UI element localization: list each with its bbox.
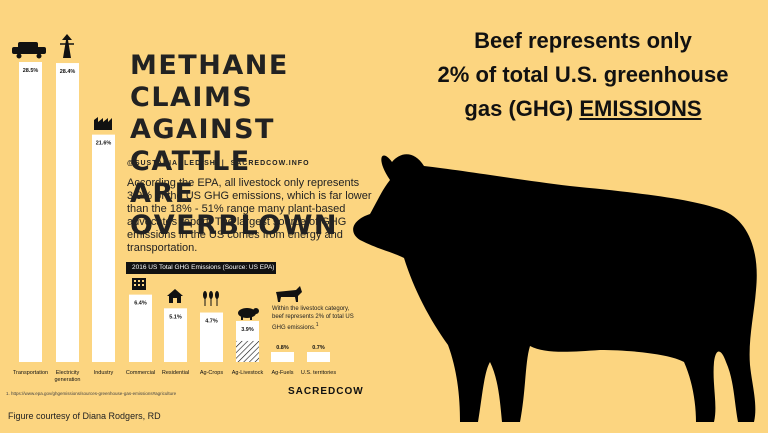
office-building-icon (132, 278, 146, 290)
slide-title: Beef represents only 2% of total U.S. gr… (398, 24, 768, 126)
headline-line: ARE OVERBLOWN (130, 178, 339, 241)
ghg-bar-chart: 28.5% Transportation 28.4% Electricitygener… (12, 34, 336, 383)
chart-title: 2016 US Total GHG Emissions (Source: US … (126, 262, 276, 274)
infographic: 28.5% Transportation 28.4% Electricity gener… (0, 0, 400, 410)
category-label: Ag-Fuels (271, 370, 293, 376)
house-icon (167, 289, 183, 303)
bar-value-label: 5.1% (169, 314, 182, 320)
beef-cow-icon (276, 286, 302, 302)
chart-bar (271, 352, 294, 362)
category-label: Industry (94, 370, 114, 376)
chart-bar (129, 294, 152, 362)
handle: SACREDCOW.INFO (230, 160, 310, 167)
category-label: Electricity (56, 370, 80, 376)
category-label: Transportation (13, 370, 48, 376)
footnote: 1. https://www.epa.gov/ghgemissions/sour… (6, 391, 177, 396)
headline-line: AGAINST CATTLE (130, 114, 275, 177)
power-tower-icon (60, 34, 74, 58)
category-label: Residential (162, 370, 189, 376)
wheat-icon (203, 291, 219, 306)
figure-credit: Figure courtesy of Diana Rodgers, RD (8, 411, 161, 421)
beef-share-bar (236, 340, 259, 362)
category-label: Commercial (126, 370, 155, 376)
factory-icon (94, 117, 112, 130)
chart-bar (307, 352, 330, 362)
slide-title-line: gas (GHG) EMISSIONS (398, 92, 768, 126)
headline-line: METHANE CLAIMS (130, 50, 289, 113)
car-icon (12, 42, 46, 59)
chart-bar (200, 312, 223, 362)
bar-value-label: 0.8% (276, 345, 289, 351)
chart-bar (56, 63, 79, 362)
social-handles: @SUSTAINABLEDISH | SACREDCOW.INFO (127, 160, 310, 167)
bar-value-label: 4.7% (205, 319, 218, 325)
bar-value-label: 21.6% (96, 141, 112, 147)
category-label: generation (55, 377, 81, 383)
slide-title-line: Beef represents only (474, 28, 692, 53)
chart-bar (92, 134, 115, 362)
cow-silhouette-icon (353, 154, 757, 422)
beef-note-text: Within the livestock category, beef repr… (272, 306, 354, 331)
handle: @SUSTAINABLEDISH (127, 160, 216, 167)
infographic-headline: METHANE CLAIMS AGAINST CATTLE ARE OVERBL… (130, 50, 370, 242)
pig-icon (238, 308, 259, 320)
body-text: According the EPA, all livestock only re… (127, 177, 372, 254)
beef-note: Within the livestock category, beef repr… (272, 306, 354, 331)
brand-logo-text: SACREDCOW (288, 386, 364, 397)
chart-bar (164, 308, 187, 362)
slide-title-underlined: EMISSIONS (579, 96, 702, 121)
category-label: Ag-Crops (200, 370, 223, 376)
bar-value-label: 28.5% (23, 68, 39, 74)
bar-value-label: 6.4% (134, 301, 147, 307)
slide-title-text: gas (GHG) (464, 96, 580, 121)
bar-value-label: 28.4% (60, 69, 76, 75)
slide-title-line: 2% of total U.S. greenhouse (437, 62, 729, 87)
bar-value-label: 3.9% (241, 327, 254, 333)
bar-value-label: 0.7% (312, 345, 325, 351)
category-label: Ag-Livestock (232, 370, 264, 376)
category-label: U.S. territories (301, 370, 336, 376)
chart-bar (19, 62, 42, 362)
